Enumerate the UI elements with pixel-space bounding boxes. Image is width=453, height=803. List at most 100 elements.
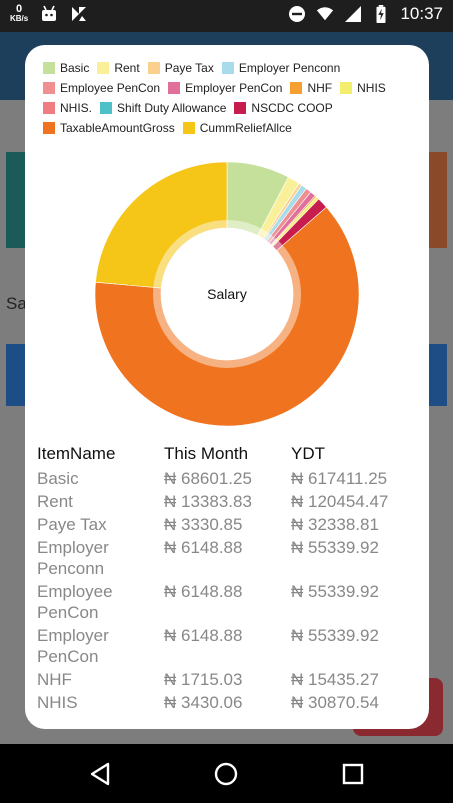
battery-charging-icon [376,5,386,23]
wifi-icon [317,7,334,21]
home-icon[interactable] [212,760,240,788]
row-item-name: Employee PenCon [37,582,113,622]
header-this-month: This Month [164,444,249,463]
row-ydt: ₦ 15435.27 [291,670,379,689]
legend-swatch [43,122,55,134]
legend-label: Basic [60,61,90,75]
legend-label: Employee PenCon [60,81,161,95]
legend-swatch [43,102,55,114]
legend-swatch [43,82,55,94]
android-robot-icon [42,5,57,21]
row-this-month: ₦ 3430.06 [164,693,243,712]
legend-label: NHIS [357,81,386,95]
legend-item: NHIS. [43,101,92,115]
table-row: Employer PenCon ₦ 6148.88 ₦ 55339.92 [37,625,417,667]
legend-swatch [290,82,303,94]
table-row: Employer Penconn ₦ 6148.88 ₦ 55339.92 [37,537,417,579]
recents-icon[interactable] [339,760,367,788]
legend-swatch [168,82,181,94]
legend-swatch [100,102,113,114]
row-this-month: ₦ 6148.88 [164,626,243,645]
legend-item: Employer PenCon [168,81,282,95]
clock: 10:37 [400,4,443,23]
row-ydt: ₦ 30870.54 [291,693,379,712]
legend-swatch [221,62,234,74]
row-item-name: Employer PenCon [37,626,109,666]
row-ydt: ₦ 32338.81 [291,515,379,534]
table-row: Paye Tax ₦ 3330.85 ₦ 32338.81 [37,514,417,535]
legend-item: Shift Duty Allowance [100,101,226,115]
back-icon[interactable] [86,760,114,788]
row-this-month: ₦ 3330.85 [164,515,243,534]
salary-table: ItemName This Month YDT Basic ₦ 68601.25 ₦… [37,443,417,715]
legend-item: NHIS [340,81,386,95]
legend-label: NSCDC COOP [251,101,333,115]
legend-swatch [340,82,353,94]
legend-swatch [234,102,247,114]
donut-inner-ring [153,220,301,368]
row-this-month: ₦ 68601.25 [164,469,252,488]
legend-label: Shift Duty Allowance [117,101,227,115]
row-item-name: Paye Tax [37,515,107,534]
salary-dialog: Basic Rent Paye Tax Employer Penconn Employe… [25,45,429,729]
legend-item: Paye Tax [147,61,214,75]
donut-chart-svg: Salary [94,161,360,427]
row-item-name: Basic [37,469,79,488]
legend-label: NHIS. [60,101,93,115]
network-speed: 0 KB/s [10,4,28,24]
chart-legend: Basic Rent Paye Tax Employer Penconn Employe… [43,61,415,135]
legend-swatch [182,122,195,134]
network-speed-unit: KB/s [10,14,29,23]
legend-item: Employer Penconn [221,61,341,75]
status-bar: 0 KB/s 10:37 [0,0,453,32]
table-row: NHF ₦ 1715.03 ₦ 15435.27 [37,669,417,690]
legend-swatch [43,62,55,74]
signal-icon [345,6,362,22]
row-item-name: NHIS [37,693,78,712]
legend-label: Employer Penconn [238,61,341,75]
row-item-name: Rent [37,492,73,511]
row-ydt: ₦ 55339.92 [291,626,379,645]
table-row: Basic ₦ 68601.25 ₦ 617411.25 [37,468,417,489]
row-this-month: ₦ 1715.03 [164,670,243,689]
row-this-month: ₦ 13383.83 [164,492,252,511]
donut-hole [161,228,293,360]
row-ydt: ₦ 617411.25 [291,469,388,488]
table-header-row: ItemName This Month YDT [37,443,417,464]
background-partial-text: Sa [6,294,27,313]
legend-label: CummReliefAllce [199,121,292,135]
row-this-month: ₦ 6148.88 [164,538,243,557]
table-row: NHIS ₦ 3430.06 ₦ 30870.54 [37,692,417,713]
legend-label: Paye Tax [164,61,214,75]
legend-swatch [97,62,110,74]
legend-item: NSCDC COOP [234,101,333,115]
do-not-disturb-icon [289,6,306,22]
legend-label: Employer PenCon [185,81,283,95]
legend-label: TaxableAmountGross [60,121,175,135]
donut-center-label: Salary [207,286,247,302]
row-ydt: ₦ 55339.92 [291,582,379,601]
row-ydt: ₦ 120454.47 [291,492,389,511]
header-ydt: YDT [291,444,325,463]
network-speed-value: 0 [16,3,23,15]
navigation-bar [0,744,453,803]
legend-swatch [147,62,160,74]
app-notification-icon [72,7,87,21]
legend-item: CummReliefAllce [182,121,292,135]
row-item-name: Employer Penconn [37,538,109,578]
legend-item: NHF [290,81,332,95]
table-row: Employee PenCon ₦ 6148.88 ₦ 55339.92 [37,581,417,623]
legend-item: Employee PenCon [43,81,160,95]
legend-item: Rent [97,61,140,75]
row-item-name: NHF [37,670,72,689]
table-row: Rent ₦ 13383.83 ₦ 120454.47 [37,491,417,512]
legend-item: Basic [43,61,89,75]
salary-donut-chart: Salary [25,157,429,437]
table-body: Basic ₦ 68601.25 ₦ 617411.25 Rent ₦ 13383.83… [37,468,417,713]
legend-item: TaxableAmountGross [43,121,175,135]
header-item-name: ItemName [37,444,116,463]
legend-label: Rent [114,61,140,75]
legend-label: NHF [307,81,333,95]
row-this-month: ₦ 6148.88 [164,582,243,601]
row-ydt: ₦ 55339.92 [291,538,379,557]
